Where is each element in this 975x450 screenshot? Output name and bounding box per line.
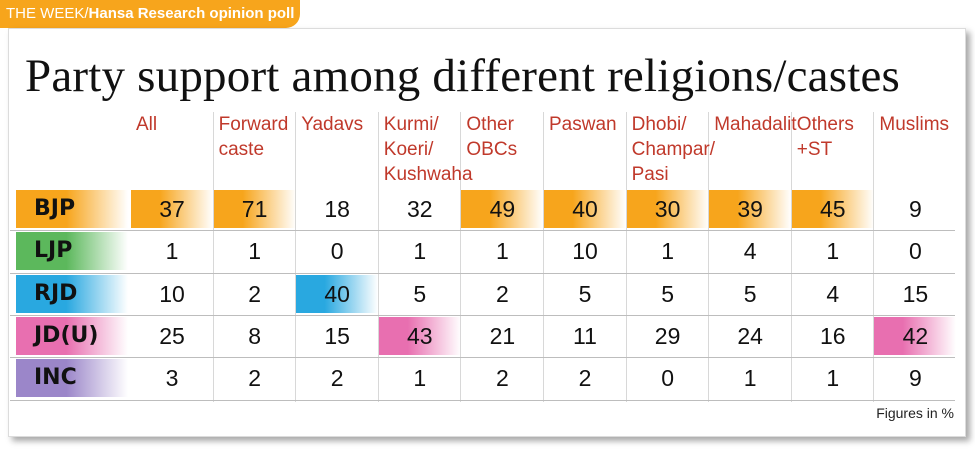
table-cell: 10	[572, 238, 598, 265]
row-separator	[10, 230, 955, 232]
table-cell: 42	[874, 316, 957, 355]
column-header: Yadavs	[301, 114, 364, 135]
table-cell: 40	[296, 274, 379, 313]
table-cell: 2	[330, 365, 344, 392]
table-cell: 1	[248, 238, 261, 265]
table-cell: 1	[413, 238, 427, 265]
column-header: Others +ST	[796, 114, 854, 160]
column-separator	[790, 112, 792, 402]
table-cell: 40	[544, 190, 626, 228]
table-cell: 5	[578, 280, 592, 307]
table-cell: 29	[654, 322, 681, 349]
table-cell: 9	[908, 196, 922, 222]
column-separator	[460, 112, 462, 402]
row-label-ljp: LJP	[16, 232, 128, 271]
table-cell: 5	[413, 280, 427, 307]
table-cell: 5	[661, 280, 674, 307]
table-cell: 4	[826, 280, 840, 307]
table-cell: 21	[489, 322, 516, 349]
table-cell: 2	[495, 365, 509, 392]
table-cell: 2	[495, 280, 509, 307]
column-header: Other OBCs	[466, 114, 518, 160]
table-cell: 1	[826, 365, 840, 392]
table-cell: 3	[165, 365, 179, 392]
table-cell: 15	[324, 322, 350, 349]
table-cell: 32	[407, 196, 433, 222]
column-separator	[543, 112, 544, 402]
table-cell: 0	[330, 238, 344, 265]
column-header: Forward caste	[218, 114, 289, 160]
source-research: Hansa Research opinion poll	[88, 5, 295, 22]
table-cell: 37	[131, 190, 213, 228]
table-cell: 2	[578, 365, 592, 392]
table-cell: 2	[248, 280, 261, 307]
column-header: Kurmi/ Koeri/ Kushwaha	[383, 114, 473, 185]
column-header: Muslims	[879, 114, 950, 135]
table-cell: 1	[743, 365, 757, 392]
chart-card	[8, 28, 966, 437]
table-cell: 16	[820, 322, 846, 349]
column-header: All	[136, 114, 158, 135]
table-cell: 71	[213, 190, 296, 228]
table-cell: 1	[413, 365, 427, 392]
row-separator	[10, 314, 955, 316]
table-cell: 39	[709, 190, 792, 228]
table-cell: 25	[159, 322, 185, 349]
row-label-rjd: RJD	[16, 274, 128, 313]
table-cell: 24	[737, 322, 763, 349]
table-cell: 10	[159, 280, 185, 307]
source-tag: THE WEEK/Hansa Research opinion poll	[0, 0, 300, 28]
table-cell: 0	[908, 238, 922, 265]
table-cell: 8	[248, 322, 261, 349]
table-cell: 45	[791, 190, 874, 228]
table-cell: 1	[165, 238, 179, 265]
table-cell: 1	[826, 238, 840, 265]
column-separator	[708, 112, 710, 402]
table-cell: 18	[324, 196, 350, 222]
row-label-inc: INC	[16, 359, 128, 398]
row-separator	[10, 357, 955, 359]
source-week: THE WEEK/	[6, 5, 89, 22]
row-separator	[10, 272, 955, 274]
footnote: Figures in %	[876, 405, 954, 421]
table-cell: 2	[248, 365, 261, 392]
table-cell: 5	[743, 280, 757, 307]
column-header: Dhobi/ Champar/ Pasi	[631, 114, 716, 185]
table-cell: 43	[378, 316, 461, 355]
row-separator	[10, 399, 955, 401]
table-cell: 9	[908, 365, 922, 392]
column-separator	[295, 112, 297, 402]
column-separator	[212, 112, 214, 402]
table-cell: 1	[661, 238, 674, 265]
table-cell: 11	[573, 322, 597, 349]
column-header: Paswan	[549, 114, 617, 135]
table-cell: 15	[902, 280, 929, 307]
column-separator	[625, 112, 627, 402]
column-header: Mahadalit	[714, 114, 797, 135]
table-cell: 0	[661, 365, 674, 392]
column-separator	[873, 112, 875, 402]
column-separator	[377, 112, 379, 402]
table-cell: 1	[495, 238, 509, 265]
row-label-bjp: BJP	[16, 190, 128, 228]
table-cell: 49	[461, 190, 544, 228]
table-cell: 4	[743, 238, 757, 265]
row-label-jdu: JD(U)	[16, 316, 128, 355]
chart-title: Party support among different religions/…	[25, 50, 901, 102]
table-cell: 30	[626, 190, 709, 228]
